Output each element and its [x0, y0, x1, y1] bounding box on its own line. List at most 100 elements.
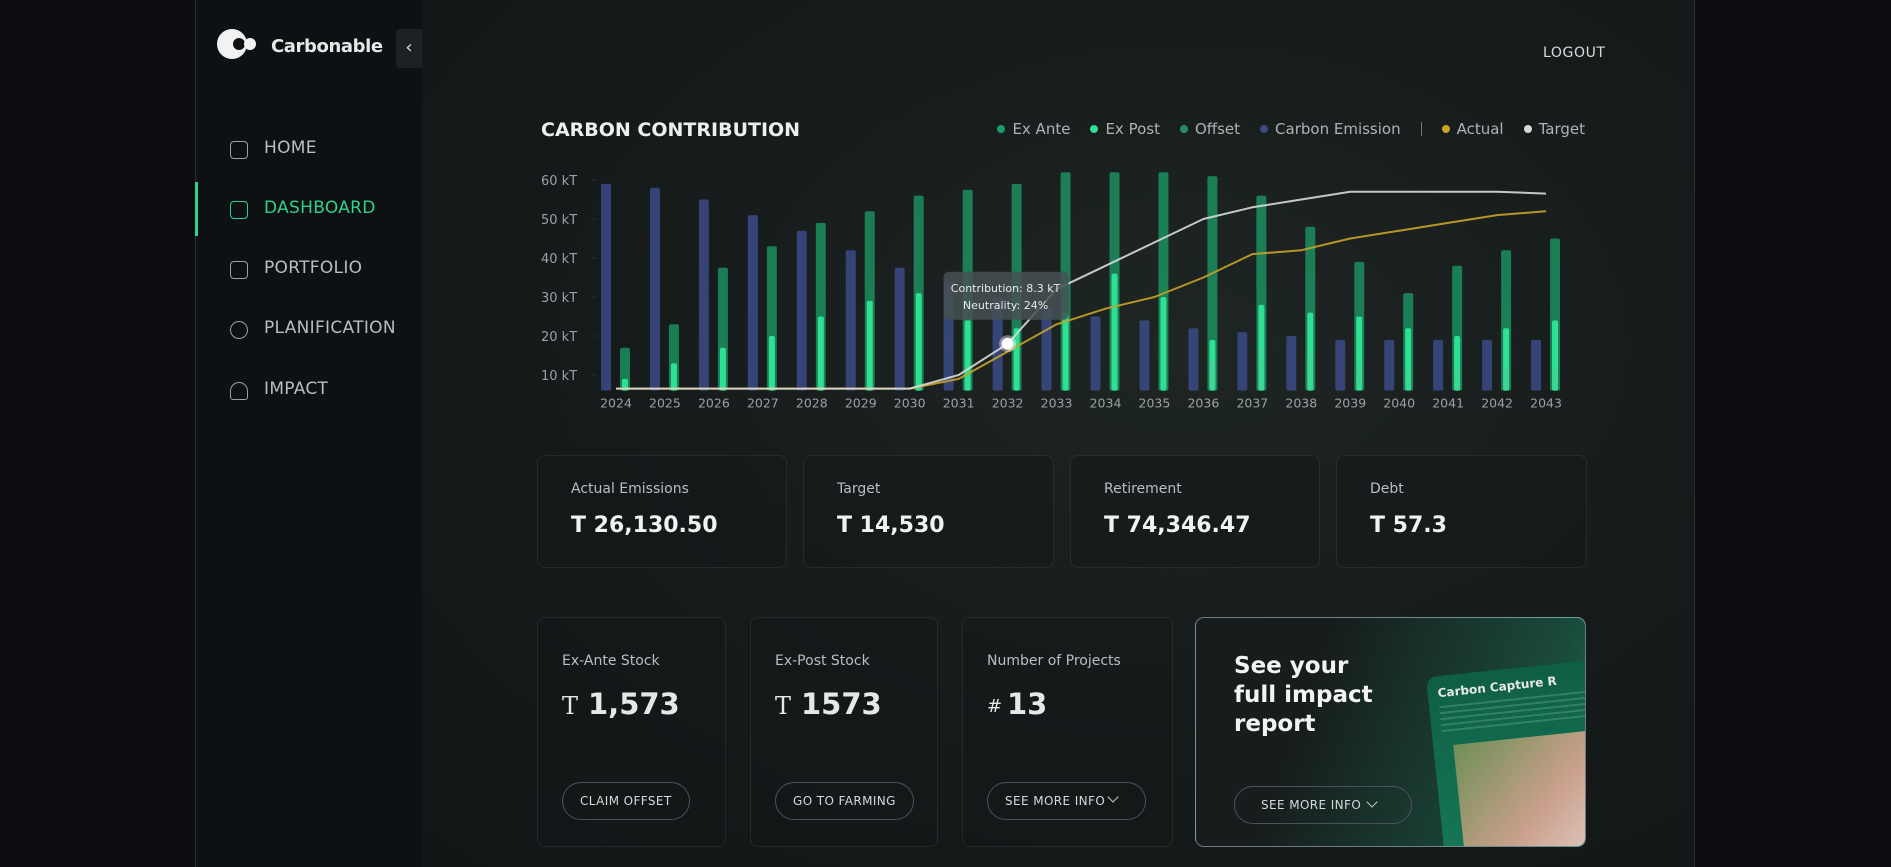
chart-title: CARBON CONTRIBUTION	[541, 119, 801, 141]
stock-unit: #	[987, 696, 1003, 717]
stat-label: Debt	[1370, 481, 1404, 497]
legend-swatch	[997, 125, 1006, 133]
legend-label: Ex Post	[1105, 120, 1160, 138]
x-tick-label: 2027	[747, 396, 779, 411]
bar	[1307, 351, 1314, 391]
tooltip-text: Contribution: 8.3 kT	[951, 282, 1061, 295]
logo-dot	[244, 38, 256, 50]
legend-swatch	[1090, 125, 1099, 133]
bar	[866, 300, 873, 391]
nav-icon	[230, 201, 248, 219]
stat-value: T 57.3	[1370, 513, 1447, 538]
logo-icon	[217, 29, 247, 59]
bar	[1405, 367, 1412, 391]
bar	[1188, 328, 1199, 391]
x-tick-label: 2024	[600, 396, 632, 411]
stat-label: Retirement	[1104, 481, 1182, 497]
x-tick-label: 2035	[1139, 396, 1171, 411]
x-tick-label: 2037	[1236, 396, 1268, 411]
legend-label: Target	[1538, 120, 1585, 138]
x-tick-label: 2034	[1090, 396, 1122, 411]
stock-unit: T	[562, 692, 579, 720]
bar	[964, 320, 971, 391]
legend-item[interactable]: Ex Post	[1090, 120, 1160, 138]
legend-item[interactable]: Target	[1523, 120, 1585, 138]
bar	[747, 215, 758, 391]
legend-item[interactable]: Ex Ante	[997, 120, 1070, 138]
legend-item[interactable]: Offset	[1179, 120, 1241, 138]
farming-button[interactable]: GO TO FARMING	[775, 782, 914, 820]
legend-item[interactable]: Actual	[1441, 120, 1504, 138]
legend-label: Ex Ante	[1012, 120, 1071, 138]
legend-label: Carbon Emission	[1275, 120, 1401, 138]
legend-label: Actual	[1456, 120, 1504, 138]
bar	[719, 347, 726, 391]
stat-card: Retirement T 74,346.47	[1070, 455, 1320, 568]
bar	[1139, 320, 1150, 391]
bar	[670, 363, 677, 391]
stock-card: Ex-Ante Stock T 1,573 CLAIM OFFSET	[537, 617, 726, 847]
bar	[1013, 328, 1020, 391]
stock-label: Ex-Ante Stock	[562, 653, 660, 669]
stat-value: T 26,130.50	[571, 513, 718, 538]
hover-point	[999, 335, 1017, 353]
nav-icon	[230, 382, 248, 400]
tooltip-text: Neutrality: 24%	[963, 299, 1048, 312]
y-tick-label: 10 kT	[541, 369, 577, 384]
stock-label: Ex-Post Stock	[775, 653, 870, 669]
stat-value: T 74,346.47	[1104, 513, 1251, 538]
y-tick-label: 60 kT	[541, 174, 577, 189]
legend-swatch	[1523, 125, 1532, 133]
stat-card: Debt T 57.3	[1336, 455, 1587, 568]
preview-photo	[1453, 729, 1585, 846]
x-tick-label: 2032	[992, 396, 1024, 411]
bar	[992, 297, 1003, 391]
x-tick-label: 2025	[649, 396, 681, 411]
bar	[1237, 332, 1248, 391]
stat-value: T 14,530	[837, 513, 945, 538]
bar	[698, 199, 709, 391]
tooltip	[943, 271, 1069, 320]
nav-item[interactable]: DASHBOARD	[264, 198, 376, 218]
bar	[601, 183, 611, 391]
x-tick-label: 2043	[1530, 396, 1562, 411]
x-tick-label: 2028	[796, 396, 828, 411]
collapse-button[interactable]: ‹	[396, 29, 422, 68]
stat-label: Target	[837, 481, 881, 497]
line	[616, 190, 1547, 390]
stock-label: Number of Projects	[987, 653, 1121, 669]
brand: Carbonable	[271, 36, 383, 57]
stock-value: 1573	[801, 687, 882, 721]
stock-card: Number of Projects # 13 SEE MORE INFO	[962, 617, 1173, 847]
nav-icon	[230, 141, 248, 159]
bar	[817, 316, 824, 391]
more-info-button[interactable]: SEE MORE INFO	[987, 782, 1147, 820]
x-tick-label: 2038	[1285, 396, 1317, 411]
bar	[768, 336, 775, 391]
bar	[1552, 367, 1559, 391]
x-tick-label: 2041	[1432, 396, 1464, 411]
bar	[1503, 367, 1510, 391]
nav-item[interactable]: HOME	[264, 138, 317, 158]
nav-icon	[230, 261, 248, 279]
x-tick-label: 2033	[1041, 396, 1073, 411]
legend-item[interactable]: Carbon Emission	[1260, 120, 1401, 138]
y-tick-label: 40 kT	[541, 252, 577, 267]
claim-offset-button[interactable]: CLAIM OFFSET	[562, 782, 690, 820]
nav-item[interactable]: PLANIFICATION	[264, 318, 396, 338]
stat-label: Actual Emissions	[571, 481, 689, 497]
nav-item[interactable]: IMPACT	[264, 379, 329, 399]
legend-label: Offset	[1194, 120, 1241, 138]
x-tick-label: 2031	[943, 396, 975, 411]
report-preview: Carbon Capture R	[1426, 659, 1585, 846]
nav-item[interactable]: PORTFOLIO	[264, 258, 363, 278]
x-tick-label: 2040	[1383, 396, 1415, 411]
logout[interactable]: LOGOUT	[1543, 45, 1606, 61]
report-button[interactable]: SEE MORE INFO	[1234, 786, 1413, 824]
bar	[1433, 339, 1444, 391]
bar	[915, 293, 922, 391]
bar	[1111, 273, 1118, 391]
bar	[1482, 339, 1493, 391]
bar	[1209, 359, 1216, 391]
bar	[796, 230, 807, 391]
